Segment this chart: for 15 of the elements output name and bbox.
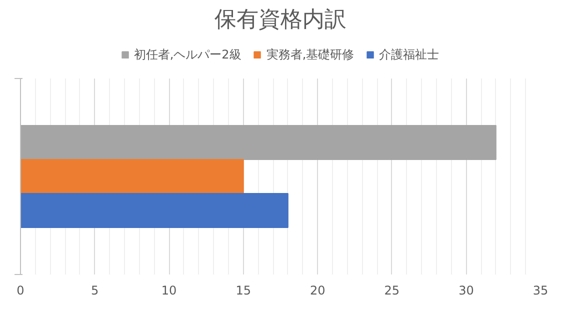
x-tick-label: 30 xyxy=(458,284,474,298)
x-tick-label: 15 xyxy=(236,284,252,298)
legend-label: 介護福祉士 xyxy=(379,46,440,63)
chart-title: 保有資格内訳 xyxy=(214,8,346,32)
legend-label: 実務者,基礎研修 xyxy=(266,46,354,63)
bar xyxy=(20,125,496,160)
x-tick-label: 25 xyxy=(384,284,400,298)
bar xyxy=(20,159,244,194)
x-tick-label: 5 xyxy=(90,284,99,298)
x-tick-label: 20 xyxy=(310,284,326,298)
bar xyxy=(20,192,288,228)
x-tick-label: 10 xyxy=(161,284,177,298)
x-tick-label: 0 xyxy=(16,284,24,298)
x-tick-label: 35 xyxy=(532,284,548,298)
legend-label: 初任者,ヘルパー2級 xyxy=(134,46,242,63)
